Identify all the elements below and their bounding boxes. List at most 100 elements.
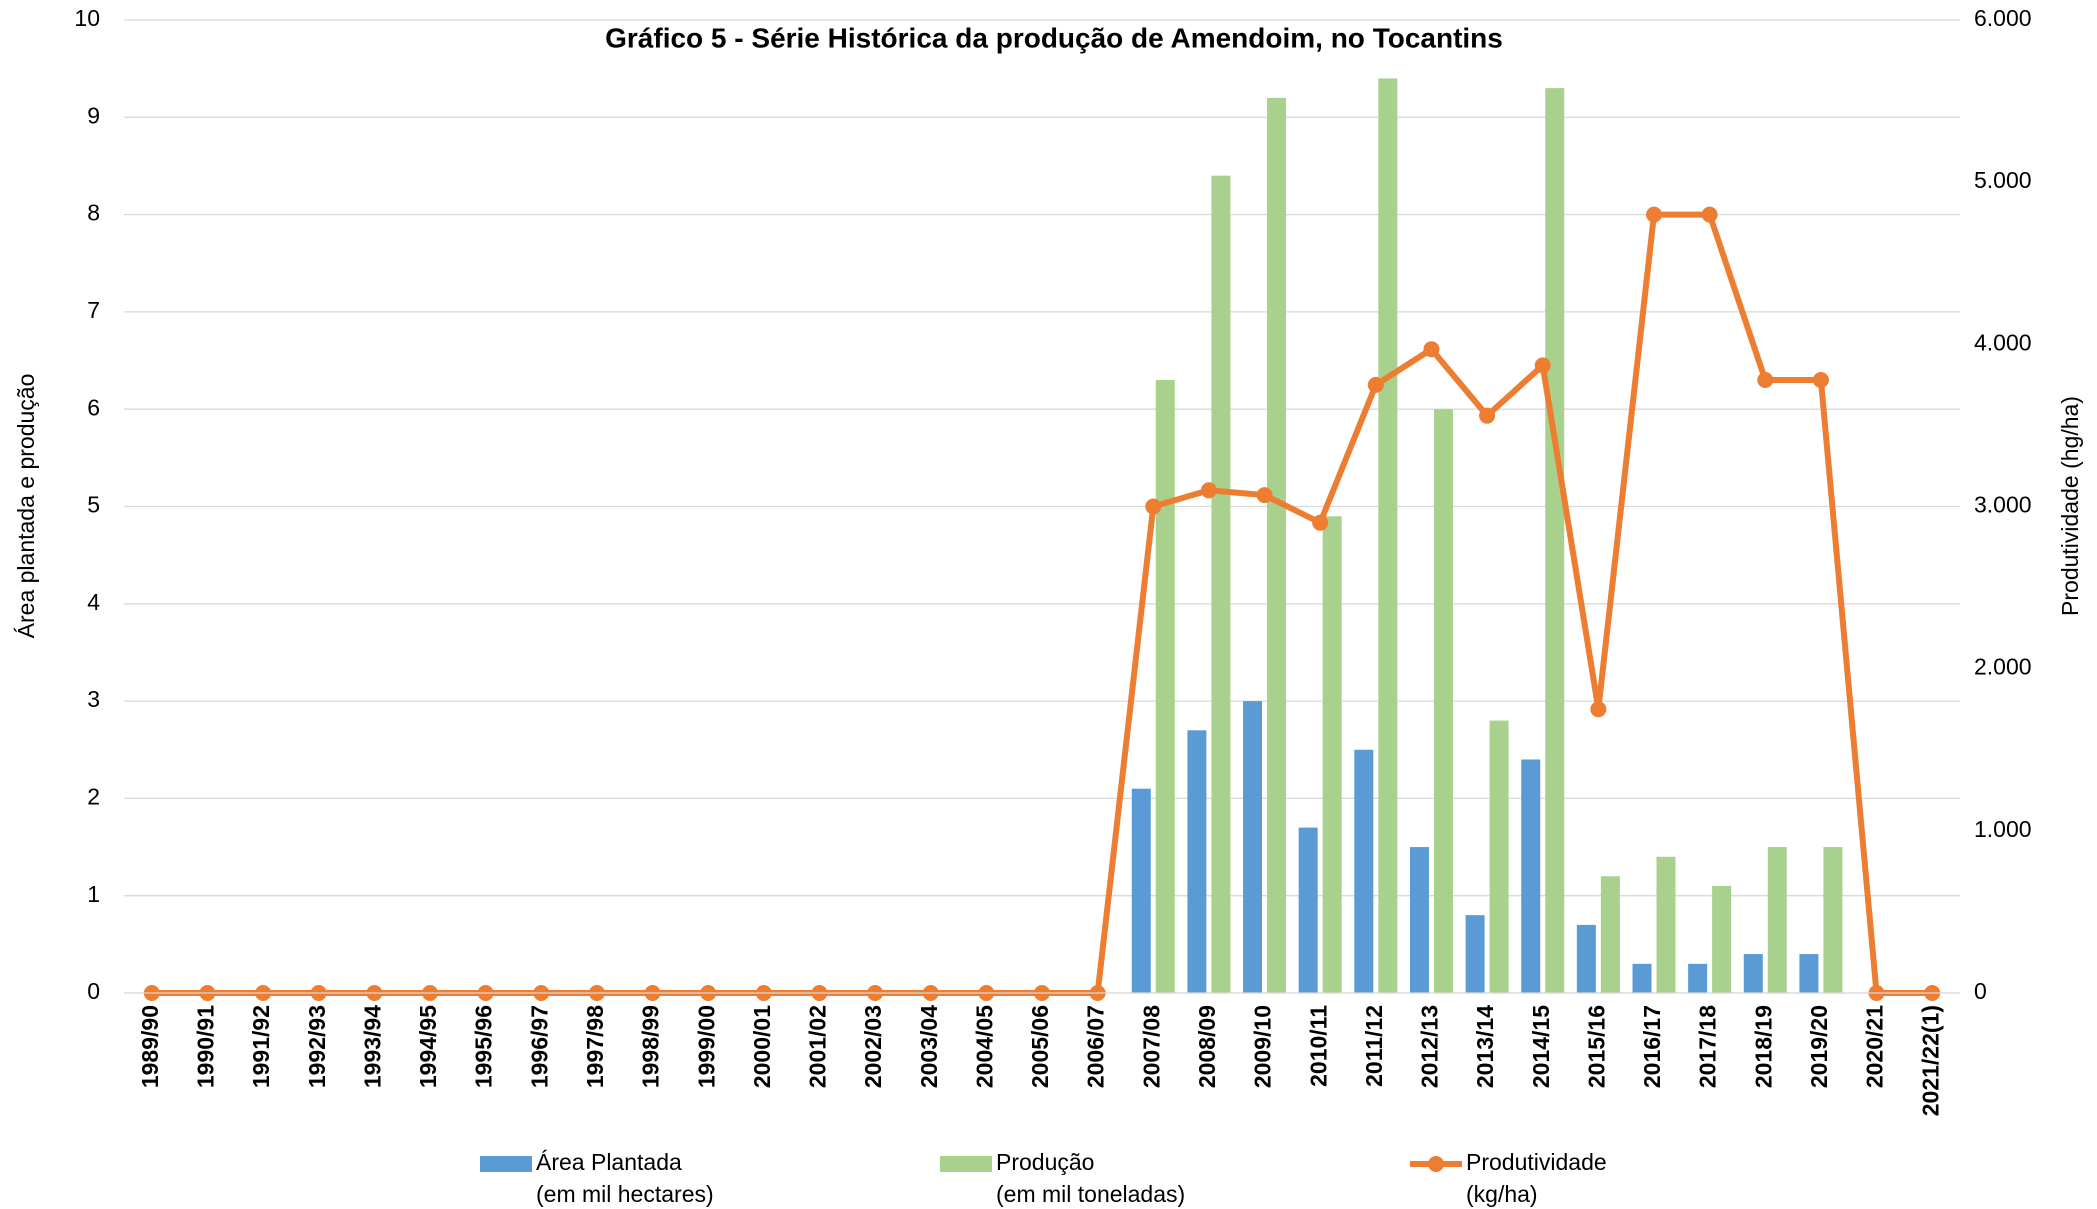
point (1145, 498, 1162, 515)
x-tick-label: 2016/17 (1639, 1005, 1665, 1088)
bar (1322, 516, 1342, 993)
x-tick-label: 1996/97 (526, 1005, 552, 1088)
point (1812, 372, 1829, 389)
x-tick-label: 2010/11 (1305, 1005, 1331, 1087)
y-tick-label: 2 (87, 783, 100, 809)
legend-swatch (1428, 1156, 1444, 1172)
y-tick-label: 7 (87, 297, 100, 323)
x-tick-label: 2017/18 (1695, 1005, 1721, 1088)
x-tick-label: 2012/13 (1417, 1005, 1443, 1088)
x-tick-label: 2011/12 (1361, 1005, 1387, 1087)
y2-tick-label: 3.000 (1974, 492, 2032, 518)
y-tick-label: 4 (87, 589, 100, 615)
point (1256, 487, 1273, 504)
x-tick-label: 2014/15 (1528, 1005, 1554, 1088)
y2-axis-label: Produtividade (hg/ha) (2057, 396, 2083, 616)
point (1423, 341, 1440, 358)
bar (1521, 759, 1541, 993)
y-tick-label: 0 (87, 978, 100, 1004)
bar (1632, 963, 1652, 993)
bar (1799, 954, 1819, 993)
legend-label: Produção (em mil toneladas) (996, 1149, 1185, 1207)
y2-tick-label: 6.000 (1974, 5, 2032, 31)
x-tick-label: 2019/20 (1806, 1005, 1832, 1088)
y-tick-label: 3 (87, 686, 100, 712)
legend-swatch (480, 1156, 532, 1172)
x-tick-label: 1990/91 (193, 1005, 219, 1088)
x-tick-label: 2003/04 (916, 1005, 942, 1088)
x-tick-label: 2009/10 (1250, 1005, 1276, 1088)
y2-tick-label: 1.000 (1974, 816, 2032, 842)
y-tick-label: 1 (87, 881, 100, 907)
legend-swatch (940, 1156, 992, 1172)
bar (1378, 78, 1398, 993)
bar (1767, 847, 1787, 993)
point (1200, 482, 1217, 499)
bar (1354, 749, 1374, 993)
x-tick-label: 1993/94 (359, 1005, 385, 1088)
bar (1576, 924, 1596, 993)
point (1701, 206, 1718, 223)
point (1367, 376, 1384, 393)
x-tick-label: 2008/09 (1194, 1005, 1220, 1088)
x-tick-label: 2004/05 (971, 1005, 997, 1088)
y-tick-label: 6 (87, 394, 100, 420)
y2-tick-label: 0 (1974, 978, 1987, 1004)
point (1479, 407, 1496, 424)
x-tick-label: 1992/93 (304, 1005, 330, 1088)
x-tick-label: 2005/06 (1027, 1005, 1053, 1088)
x-tick-label: 1995/96 (471, 1005, 497, 1088)
x-tick-label: 2001/02 (805, 1005, 831, 1088)
point (1757, 372, 1774, 389)
bar (1600, 876, 1620, 993)
point (1590, 701, 1607, 718)
bar (1131, 788, 1151, 993)
bar (1823, 847, 1843, 993)
bar (1489, 720, 1509, 993)
bar (1187, 730, 1207, 993)
bar (1656, 856, 1676, 993)
bar (1712, 885, 1732, 993)
bar (1298, 827, 1318, 993)
bar (1743, 954, 1763, 993)
y-tick-label: 10 (74, 5, 100, 31)
y2-tick-label: 2.000 (1974, 654, 2032, 680)
x-tick-label: 2006/07 (1083, 1005, 1109, 1088)
bar (1243, 701, 1263, 993)
bar (1267, 97, 1287, 994)
x-tick-label: 1989/90 (137, 1005, 163, 1088)
y2-tick-label: 5.000 (1974, 167, 2032, 193)
y-axis-label: Área plantada e produção (13, 374, 39, 639)
x-tick-label: 1998/99 (638, 1005, 664, 1088)
y-tick-label: 9 (87, 102, 100, 128)
chart-title: Gráfico 5 - Série Histórica da produção … (605, 22, 1503, 53)
y2-tick-label: 4.000 (1974, 329, 2032, 355)
y-tick-label: 5 (87, 492, 100, 518)
bar (1545, 88, 1565, 994)
bar (1211, 175, 1231, 993)
x-tick-label: 1997/98 (582, 1005, 608, 1088)
x-tick-label: 1994/95 (415, 1005, 441, 1088)
bar (1155, 380, 1175, 993)
bar (1409, 847, 1429, 993)
bar (1688, 963, 1708, 993)
x-tick-label: 2015/16 (1583, 1005, 1609, 1088)
x-tick-label: 2007/08 (1138, 1005, 1164, 1088)
point (1534, 357, 1551, 374)
bar (1465, 915, 1485, 993)
bar (1433, 409, 1453, 993)
legend-label: Produtividade (kg/ha) (1466, 1149, 1607, 1207)
x-tick-label: 2020/21 (1862, 1005, 1888, 1088)
x-tick-label: 1991/92 (248, 1005, 274, 1088)
y-tick-label: 8 (87, 200, 100, 226)
x-tick-label: 2021/22(1) (1917, 1005, 1943, 1116)
legend-label: Área Plantada (em mil hectares) (536, 1149, 714, 1207)
x-tick-label: 2013/14 (1472, 1005, 1498, 1088)
x-tick-label: 2000/01 (749, 1005, 775, 1088)
point (1646, 206, 1662, 223)
x-tick-label: 2018/19 (1750, 1005, 1776, 1088)
point (1312, 514, 1329, 531)
x-tick-label: 2002/03 (860, 1005, 886, 1088)
x-tick-label: 1999/00 (693, 1005, 719, 1088)
